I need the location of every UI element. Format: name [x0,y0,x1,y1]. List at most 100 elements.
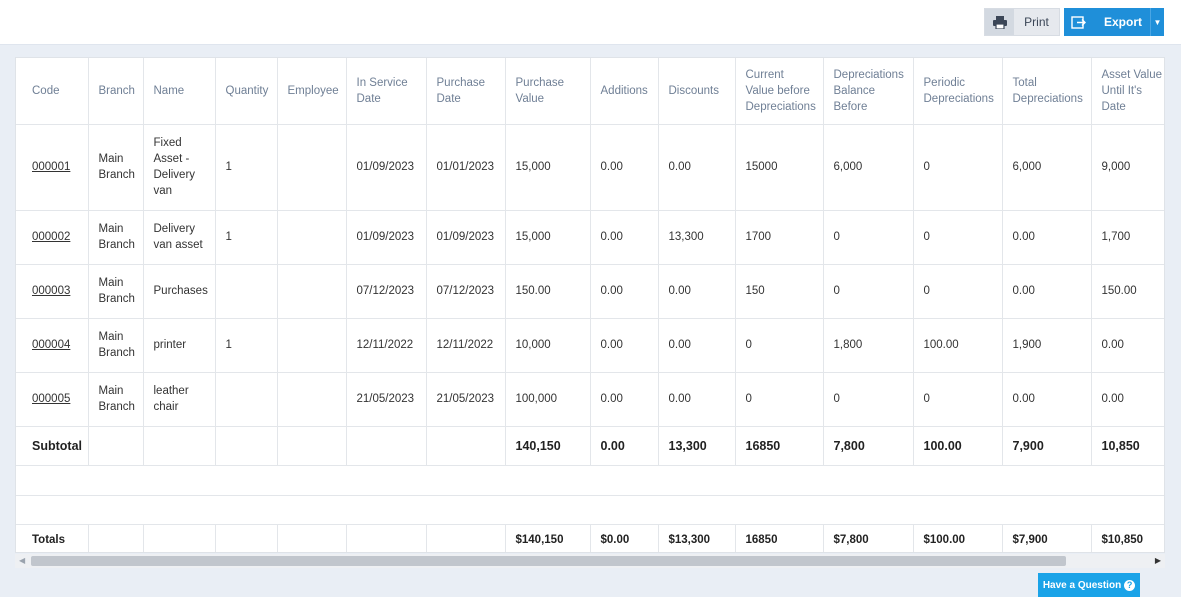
cell-branch: Main Branch [88,124,144,211]
cell-current-value: 1700 [735,210,824,265]
subtotal-discounts: 13,300 [658,426,736,466]
cell-current-value: 0 [735,372,824,427]
col-header-discounts[interactable]: Discounts [658,58,736,125]
cell-dep-balance-before: 0 [823,210,914,265]
cell-in-service-date: 01/09/2023 [346,124,427,211]
have-a-question-button[interactable]: Have a Question ? [1038,573,1140,597]
cell-employee [277,210,347,265]
subtotal-additions: 0.00 [590,426,659,466]
cell-purchase-date: 12/11/2022 [426,318,506,373]
table-row: 000002 Main Branch Delivery van asset 1 … [16,210,1164,265]
empty-row [16,495,1164,525]
cell-current-value: 150 [735,264,824,319]
col-header-asset-value[interactable]: Asset Value Until It's Date [1091,58,1164,125]
cell-name: Fixed Asset - Delivery van [143,124,216,211]
export-button[interactable]: Export ▼ [1064,8,1164,36]
cell-total-dep: 0.00 [1002,210,1092,265]
cell-purchase-date: 21/05/2023 [426,372,506,427]
cell-discounts: 0.00 [658,264,736,319]
cell-in-service-date: 12/11/2022 [346,318,427,373]
cell-quantity: 1 [215,210,278,265]
cell-additions: 0.00 [590,372,659,427]
table-row: 000004 Main Branch printer 1 12/11/2022 … [16,318,1164,373]
subtotal-current-value: 16850 [735,426,824,466]
col-header-name[interactable]: Name [143,58,216,125]
scroll-right-icon[interactable]: ▶ [1154,556,1161,565]
asset-code-link[interactable]: 000001 [32,161,71,173]
col-header-purchase-date[interactable]: Purchase Date [426,58,506,125]
cell-quantity [215,372,278,427]
subtotal-label: Subtotal [16,426,89,466]
cell-branch: Main Branch [88,372,144,427]
col-header-additions[interactable]: Additions [590,58,659,125]
table-row: 000005 Main Branch leather chair 21/05/2… [16,372,1164,427]
cell-quantity [215,264,278,319]
asset-code-link[interactable]: 000002 [32,231,71,243]
cell-periodic-dep: 100.00 [913,318,1003,373]
table-row: 000001 Main Branch Fixed Asset - Deliver… [16,124,1164,211]
cell-employee [277,124,347,211]
cell-dep-balance-before: 0 [823,264,914,319]
cell-total-dep: 0.00 [1002,372,1092,427]
cell-branch: Main Branch [88,318,144,373]
cell-employee [277,372,347,427]
cell-additions: 0.00 [590,264,659,319]
cell-asset-value: 1,700 [1091,210,1164,265]
col-header-branch[interactable]: Branch [88,58,144,125]
table-header-row: Code Branch Name Quantity Employee In Se… [16,58,1164,125]
cell-purchase-value: 10,000 [505,318,591,373]
chevron-down-icon[interactable]: ▼ [1150,8,1164,36]
totals-purchase-value: $140,150 [505,524,591,552]
cell-purchase-value: 15,000 [505,210,591,265]
cell-code: 000001 [16,124,89,211]
cell-code: 000004 [16,318,89,373]
question-icon: ? [1124,579,1136,591]
asset-code-link[interactable]: 000005 [32,393,71,405]
cell-asset-value: 0.00 [1091,318,1164,373]
asset-code-link[interactable]: 000004 [32,339,71,351]
asset-code-link[interactable]: 000003 [32,285,71,297]
scrollbar-thumb[interactable] [31,556,1066,566]
col-header-periodic-dep[interactable]: Periodic Depreciations [913,58,1003,125]
print-button[interactable]: Print [984,8,1060,36]
cell-total-dep: 6,000 [1002,124,1092,211]
cell-asset-value: 9,000 [1091,124,1164,211]
cell-additions: 0.00 [590,124,659,211]
cell-code: 000003 [16,264,89,319]
col-header-in-service-date[interactable]: In Service Date [346,58,427,125]
cell-discounts: 0.00 [658,124,736,211]
cell-purchase-value: 150.00 [505,264,591,319]
subtotal-row: Subtotal 140,150 0.00 13,300 16850 7,800… [16,426,1164,466]
totals-row: Totals $140,150 $0.00 $13,300 16850 $7,8… [16,524,1164,552]
assets-table: Code Branch Name Quantity Employee In Se… [16,58,1164,552]
cell-periodic-dep: 0 [913,210,1003,265]
cell-periodic-dep: 0 [913,124,1003,211]
col-header-current-value[interactable]: Current Value before Depreciations [735,58,824,125]
col-header-dep-balance-before[interactable]: Depreciations Balance Before [823,58,914,125]
cell-in-service-date: 07/12/2023 [346,264,427,319]
cell-purchase-value: 100,000 [505,372,591,427]
col-header-code[interactable]: Code [16,58,89,125]
cell-current-value: 0 [735,318,824,373]
col-header-employee[interactable]: Employee [277,58,347,125]
cell-additions: 0.00 [590,210,659,265]
col-header-total-dep[interactable]: Total Depreciations [1002,58,1092,125]
cell-total-dep: 0.00 [1002,264,1092,319]
totals-periodic-dep: $100.00 [913,524,1003,552]
cell-purchase-date: 01/09/2023 [426,210,506,265]
horizontal-scrollbar[interactable]: ◀ ▶ [15,554,1165,568]
cell-dep-balance-before: 1,800 [823,318,914,373]
export-icon [1064,8,1092,36]
cell-purchase-value: 15,000 [505,124,591,211]
cell-name: printer [143,318,216,373]
col-header-purchase-value[interactable]: Purchase Value [505,58,591,125]
cell-dep-balance-before: 0 [823,372,914,427]
totals-total-dep: $7,900 [1002,524,1092,552]
col-header-quantity[interactable]: Quantity [215,58,278,125]
totals-asset-value: $10,850 [1091,524,1164,552]
subtotal-periodic-dep: 100.00 [913,426,1003,466]
cell-current-value: 15000 [735,124,824,211]
assets-table-container: Code Branch Name Quantity Employee In Se… [15,57,1165,553]
cell-discounts: 0.00 [658,318,736,373]
scroll-left-icon[interactable]: ◀ [19,556,26,565]
